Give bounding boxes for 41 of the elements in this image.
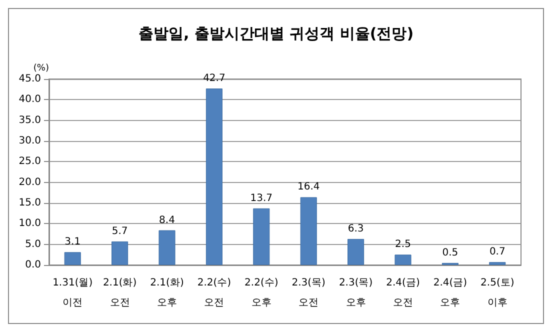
data-label: 6.3 bbox=[348, 223, 364, 234]
y-tick-label: 20.0 bbox=[18, 176, 41, 188]
x-tick-label: 2.4(금) 오후 bbox=[433, 278, 468, 308]
bar bbox=[64, 252, 81, 265]
bar bbox=[489, 262, 506, 265]
data-label: 0.5 bbox=[442, 247, 458, 258]
y-tick-label: 25.0 bbox=[18, 156, 41, 168]
x-tick-label: 2.4(금) 오전 bbox=[386, 278, 420, 308]
data-label: 3.1 bbox=[64, 236, 81, 248]
x-tick-label: 2.3(목) 오후 bbox=[338, 278, 373, 308]
data-label: 42.7 bbox=[203, 73, 226, 84]
bar bbox=[300, 197, 317, 265]
bar bbox=[348, 238, 364, 265]
y-tick-label: 45.0 bbox=[18, 74, 41, 84]
data-label: 8.4 bbox=[159, 214, 175, 226]
bar bbox=[253, 208, 270, 265]
y-axis-title: (%) bbox=[33, 64, 49, 74]
x-tick-label: 2.2(수) 오후 bbox=[244, 278, 278, 308]
data-label: 13.7 bbox=[250, 192, 273, 204]
x-tick-label: 2.1(화) 오전 bbox=[102, 278, 137, 308]
x-tick-label: 2.1(화) 오후 bbox=[150, 278, 184, 308]
bar bbox=[158, 230, 176, 265]
y-tick-label: 35.0 bbox=[18, 114, 41, 126]
y-tick-label: 10.0 bbox=[18, 218, 41, 230]
data-label: 0.7 bbox=[489, 246, 506, 258]
bar bbox=[394, 254, 412, 265]
data-label: 16.4 bbox=[297, 182, 320, 193]
bar bbox=[112, 241, 128, 265]
y-tick-label: 30.0 bbox=[18, 136, 41, 146]
chart-title: 출발일, 출발시간대별 귀성객 비율(전망) bbox=[138, 24, 414, 42]
y-tick-label: 15.0 bbox=[18, 198, 41, 208]
y-tick-label: 0.0 bbox=[25, 260, 41, 270]
y-tick-label: 5.0 bbox=[25, 238, 41, 250]
data-label: 2.5 bbox=[395, 239, 411, 250]
x-tick-label: 1.31(월) 이전 bbox=[52, 278, 93, 308]
y-tick-label: 40.0 bbox=[18, 94, 41, 106]
data-label: 5.7 bbox=[112, 226, 128, 237]
bar bbox=[206, 88, 222, 265]
x-tick-label: 2.2(수) 오전 bbox=[197, 278, 232, 308]
x-tick-label: 2.3(목) 오전 bbox=[292, 278, 326, 308]
x-tick-label: 2.5(토) 이후 bbox=[480, 278, 514, 308]
